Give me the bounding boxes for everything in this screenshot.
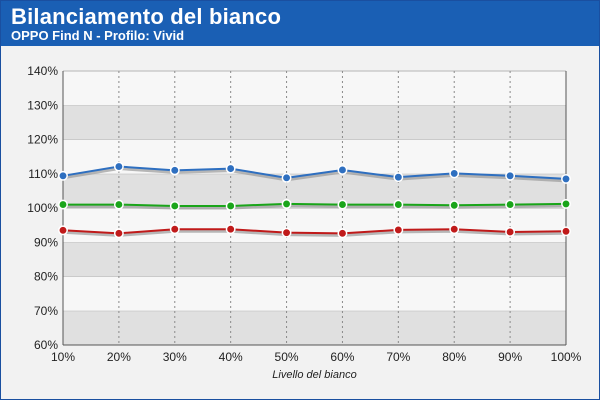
series-lines (58, 161, 571, 239)
series-1-point-100% (561, 173, 571, 184)
x-tick-labels: 10% 20% 30% 40% 50% 60% 70% 80% 90% 100% (51, 350, 582, 364)
series-3-point-100% (561, 226, 571, 237)
band-100-110 (63, 173, 566, 208)
y-tick-label: 60% (34, 338, 58, 352)
series-1-point-10% (58, 170, 68, 181)
series-3-point-90% (505, 227, 516, 237)
x-tick-label: 50% (275, 350, 299, 364)
series-2-point-80% (449, 200, 460, 211)
y-tick-label: 70% (34, 304, 58, 318)
series-1-line (62, 165, 567, 180)
series-3-point-70% (393, 224, 404, 235)
series-2-shadow (63, 204, 567, 210)
series-3-point-50% (281, 227, 292, 238)
y-tick-label: 110% (28, 167, 58, 181)
series-1-point-60% (337, 165, 348, 175)
x-tick-label: 10% (51, 350, 75, 364)
x-axis-label: Livello del bianco (272, 369, 356, 381)
series-3-point-20% (113, 228, 124, 239)
x-tick-label: 100% (551, 350, 582, 364)
x-tick-label: 40% (219, 350, 243, 364)
band-80-90 (63, 242, 566, 277)
series-3-shadow (62, 229, 567, 237)
y-tick-label: 100% (27, 201, 58, 215)
x-tick-label: 20% (107, 350, 131, 364)
series-1-point-30% (169, 165, 180, 176)
chart-title: Bilanciamento del bianco (11, 4, 282, 29)
y-tick-label: 90% (34, 235, 58, 249)
chart-header: Bilanciamento del bianco OPPO Find N - P… (1, 1, 599, 46)
series-1-point-90% (505, 170, 516, 181)
y-tick-labels: 60% 70% 80% 90% 100% 110% 120% 130% 140% (27, 64, 58, 352)
series-2-point-60% (337, 199, 348, 210)
series-2-point-70% (393, 199, 404, 210)
x-tick-label: 70% (386, 350, 410, 364)
series-2-point-20% (113, 199, 124, 210)
series-2-point-40% (225, 200, 236, 211)
y-tick-label: 130% (27, 98, 58, 112)
series-1-point-80% (449, 168, 460, 179)
series-3-point-40% (225, 224, 236, 235)
x-tick-label: 90% (498, 350, 522, 364)
background-bands (63, 70, 566, 345)
y-tick-label: 80% (34, 270, 58, 284)
chart-subtitle: OPPO Find N - Profilo: Vivid (11, 28, 185, 43)
band-120-130 (63, 105, 566, 140)
series-1-shadow (62, 167, 567, 183)
series-2-point-30% (169, 200, 180, 211)
series-1-point-70% (393, 172, 404, 183)
series-2-point-100% (561, 198, 571, 209)
series-1-point-20% (113, 161, 124, 172)
series-3-point-30% (169, 224, 180, 235)
x-tick-label: 30% (163, 350, 187, 364)
band-60-70 (63, 310, 566, 345)
line-chart: 60% 70% 80% 90% 100% 110% 120% 130% 140% 10% 20% 3… (27, 64, 582, 381)
band-130-140 (63, 71, 566, 106)
band-90-100 (63, 208, 566, 243)
series-2-point-10% (58, 199, 68, 210)
series-2-point-90% (505, 199, 516, 210)
series-2-line (63, 202, 567, 207)
series-2-point-50% (281, 198, 292, 209)
series-3-point-60% (337, 228, 348, 239)
series-3-point-80% (449, 224, 460, 235)
y-tick-label: 140% (27, 64, 58, 78)
band-70-80 (63, 276, 566, 311)
series-1-point-50% (281, 172, 292, 183)
series-1-point-40% (225, 163, 236, 174)
series-3-point-10% (58, 225, 68, 236)
y-tick-label: 120% (27, 133, 58, 147)
x-tick-label: 80% (442, 350, 466, 364)
series-3-line (62, 228, 567, 235)
x-tick-label: 60% (330, 350, 354, 364)
